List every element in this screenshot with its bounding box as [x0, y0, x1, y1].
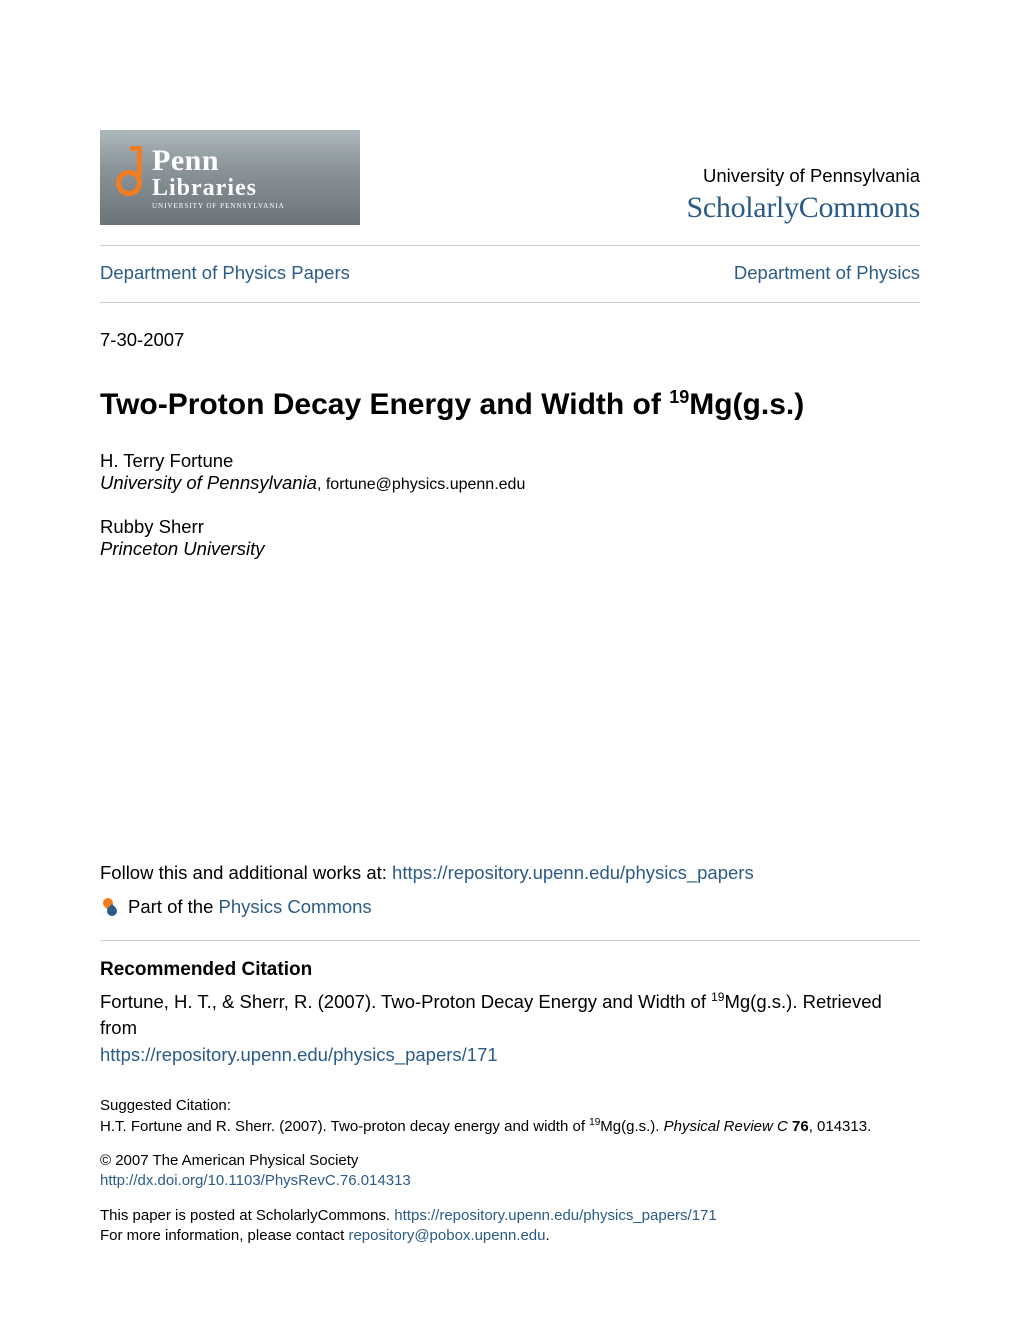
title-post: Mg(g.s.) — [689, 388, 804, 421]
logo-penn: Penn — [152, 146, 285, 176]
author-affiliation: Princeton University — [100, 538, 920, 560]
author-affiliation: University of Pennsylvania — [100, 472, 317, 493]
citation-url[interactable]: https://repository.upenn.edu/physics_pap… — [100, 1043, 920, 1068]
logo-libraries: Libraries — [152, 176, 285, 200]
suggested-citation: Suggested Citation: H.T. Fortune and R. … — [100, 1096, 920, 1138]
footer-contact-email[interactable]: repository@pobox.upenn.edu — [348, 1227, 545, 1244]
logo-subtitle: UNIVERSITY of PENNSYLVANIA — [152, 202, 285, 210]
citation-pre: Fortune, H. T., & Sherr, R. (2007). Two-… — [100, 992, 711, 1013]
open-access-icon — [110, 144, 150, 204]
divider — [100, 302, 920, 303]
title-superscript: 19 — [669, 387, 689, 407]
author-name: H. Terry Fortune — [100, 450, 920, 472]
collection-link[interactable]: Department of Physics Papers — [100, 262, 350, 284]
footer-line1-pre: This paper is posted at ScholarlyCommons… — [100, 1207, 394, 1224]
paper-title: Two-Proton Decay Energy and Width of 19M… — [100, 387, 920, 422]
citation-sup: 19 — [711, 990, 724, 1004]
footer-line1-url[interactable]: https://repository.upenn.edu/physics_pap… — [394, 1207, 716, 1224]
recommended-citation-heading: Recommended Citation — [100, 959, 920, 981]
scholarlycommons-link[interactable]: ScholarlyCommons — [686, 191, 920, 225]
footer-block: This paper is posted at ScholarlyCommons… — [100, 1206, 920, 1247]
suggested-sup: 19 — [589, 1117, 600, 1128]
institution-name: University of Pennsylvania — [686, 165, 920, 187]
author-email: , fortune@physics.upenn.edu — [317, 476, 525, 493]
part-of-prefix: Part of the — [128, 896, 219, 917]
footer-line2-pre: For more information, please contact — [100, 1227, 348, 1244]
penn-libraries-logo[interactable]: Penn Libraries UNIVERSITY of PENNSYLVANI… — [100, 130, 360, 225]
author-block: Rubby Sherr Princeton University — [100, 516, 920, 560]
suggested-mid: Mg(g.s.). — [600, 1118, 663, 1135]
follow-link[interactable]: https://repository.upenn.edu/physics_pap… — [392, 862, 754, 883]
logo-text: Penn Libraries UNIVERSITY of PENNSYLVANI… — [152, 146, 285, 210]
title-pre: Two-Proton Decay Energy and Width of — [100, 388, 669, 421]
copyright-line: © 2007 The American Physical Society — [100, 1151, 920, 1171]
suggested-journal: Physical Review C — [664, 1118, 792, 1135]
follow-works: Follow this and additional works at: htt… — [100, 862, 920, 884]
divider — [100, 245, 920, 246]
suggested-vol: 76 — [792, 1118, 809, 1135]
suggested-pages: , 014313. — [809, 1118, 872, 1135]
author-name: Rubby Sherr — [100, 516, 920, 538]
recommended-citation-text: Fortune, H. T., & Sherr, R. (2007). Two-… — [100, 989, 920, 1095]
suggested-label: Suggested Citation: — [100, 1096, 920, 1116]
publication-date: 7-30-2007 — [100, 329, 920, 351]
network-commons-icon — [100, 897, 120, 917]
follow-text: Follow this and additional works at: — [100, 862, 392, 883]
footer-line2-post: . — [545, 1227, 549, 1244]
divider — [100, 940, 920, 941]
suggested-pre: H.T. Fortune and R. Sherr. (2007). Two-p… — [100, 1118, 589, 1135]
copyright-block: © 2007 The American Physical Society htt… — [100, 1151, 920, 1192]
author-block: H. Terry Fortune University of Pennsylva… — [100, 450, 920, 494]
doi-link[interactable]: http://dx.doi.org/10.1103/PhysRevC.76.01… — [100, 1171, 920, 1191]
department-link[interactable]: Department of Physics — [734, 262, 920, 284]
discipline-link[interactable]: Physics Commons — [219, 896, 372, 917]
